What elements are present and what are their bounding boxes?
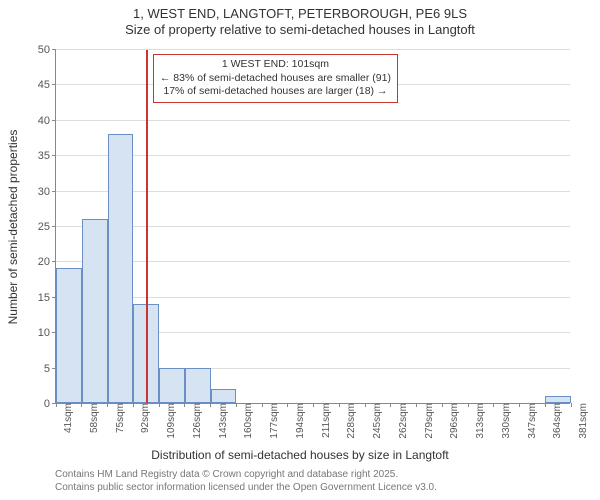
gridline [56,49,570,50]
ytick-label: 50 [38,44,50,56]
ytick-label: 20 [38,256,50,268]
ytick-label: 45 [38,79,50,91]
xtick-label: 313sqm [468,403,486,439]
gridline [56,120,570,121]
histogram-bar [82,219,108,403]
ytick-label: 30 [38,186,50,198]
xtick-label: 262sqm [391,403,409,439]
xtick-label: 194sqm [288,403,306,439]
annotation-larger: 17% of semi-detached houses are larger (… [160,85,391,99]
ytick-label: 40 [38,115,50,127]
ytick-mark [52,226,56,227]
ytick-label: 0 [44,398,50,410]
xtick-label: 347sqm [520,403,538,439]
footer-line-2: Contains public sector information licen… [55,482,437,495]
xtick-label: 177sqm [262,403,280,439]
xtick-label: 228sqm [339,403,357,439]
ytick-mark [52,155,56,156]
x-axis-label: Distribution of semi-detached houses by … [0,448,600,462]
chart-attribution: Contains HM Land Registry data © Crown c… [55,469,437,494]
ytick-label: 10 [38,327,50,339]
histogram-bar [159,368,185,403]
xtick-label: 279sqm [417,403,435,439]
xtick-label: 364sqm [545,403,563,439]
xtick-label: 245sqm [365,403,383,439]
ytick-label: 35 [38,150,50,162]
ytick-mark [52,84,56,85]
xtick-label: 211sqm [314,403,332,438]
footer-line-1: Contains HM Land Registry data © Crown c… [55,469,437,482]
xtick-label: 58sqm [82,403,100,433]
plot-area: 0510152025303540455041sqm58sqm75sqm92sqm… [55,50,570,404]
histogram-bar [185,368,211,403]
xtick-label: 109sqm [159,403,177,439]
histogram-bar [545,396,571,403]
ytick-label: 5 [44,363,50,375]
chart-subtitle: Size of property relative to semi-detach… [0,22,600,37]
chart-title-address: 1, WEST END, LANGTOFT, PETERBOROUGH, PE6… [0,6,600,21]
xtick-label: 143sqm [211,403,229,439]
xtick-label: 296sqm [442,403,460,439]
xtick-label: 75sqm [108,403,126,433]
property-size-chart: 1, WEST END, LANGTOFT, PETERBOROUGH, PE6… [0,0,600,500]
xtick-label: 330sqm [494,403,512,439]
xtick-label: 92sqm [133,403,151,433]
y-axis-label: Number of semi-detached properties [6,50,20,404]
xtick-label: 160sqm [236,403,254,439]
annotation-smaller: ← 83% of semi-detached houses are smalle… [160,72,391,86]
ytick-label: 25 [38,221,50,233]
ytick-mark [52,261,56,262]
annotation-title: 1 WEST END: 101sqm [160,58,391,72]
xtick-label: 381sqm [571,403,589,439]
ytick-mark [52,120,56,121]
histogram-bar [108,134,134,403]
xtick-label: 126sqm [185,403,203,439]
histogram-bar [56,268,82,403]
ytick-label: 15 [38,292,50,304]
reference-line [146,50,148,403]
xtick-label: 41sqm [56,403,74,433]
ytick-mark [52,49,56,50]
annotation-box: 1 WEST END: 101sqm← 83% of semi-detached… [153,54,398,103]
ytick-mark [52,191,56,192]
histogram-bar [211,389,237,403]
